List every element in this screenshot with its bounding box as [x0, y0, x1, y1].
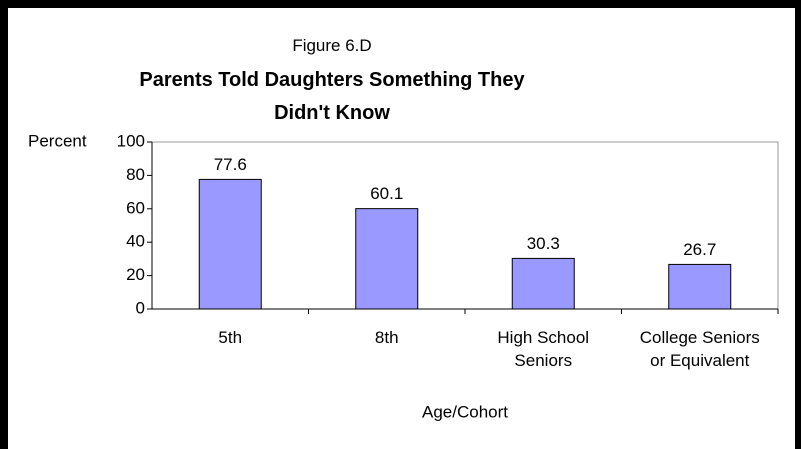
x-tick-label: 5th [218, 328, 243, 347]
x-tick-label: High School Seniors [497, 328, 590, 370]
data-label: 60.1 [370, 184, 403, 203]
data-label: 26.7 [683, 240, 716, 259]
x-tick-label: 8th [374, 328, 399, 347]
y-tick-label: 40 [126, 232, 145, 251]
bar [511, 257, 575, 310]
chart-title: Parents Told Daughters Something They Di… [139, 69, 525, 124]
bar [668, 263, 732, 310]
y-tick-label: 80 [126, 165, 145, 184]
y-tick-label: 0 [136, 298, 145, 317]
x-axis-label: Age/Cohort [422, 402, 508, 421]
y-axis-label: Percent [28, 131, 87, 150]
x-tick-label: College Seniors or Equivalent [639, 328, 760, 370]
bar [355, 208, 419, 310]
y-tick-label: 100 [117, 131, 145, 150]
data-label: 30.3 [527, 234, 560, 253]
y-tick-label: 20 [126, 265, 145, 284]
chart-subtitle: Figure 6.D [292, 36, 372, 55]
bar [198, 178, 262, 310]
y-tick-label: 60 [126, 198, 145, 217]
data-label: 77.6 [214, 155, 247, 174]
